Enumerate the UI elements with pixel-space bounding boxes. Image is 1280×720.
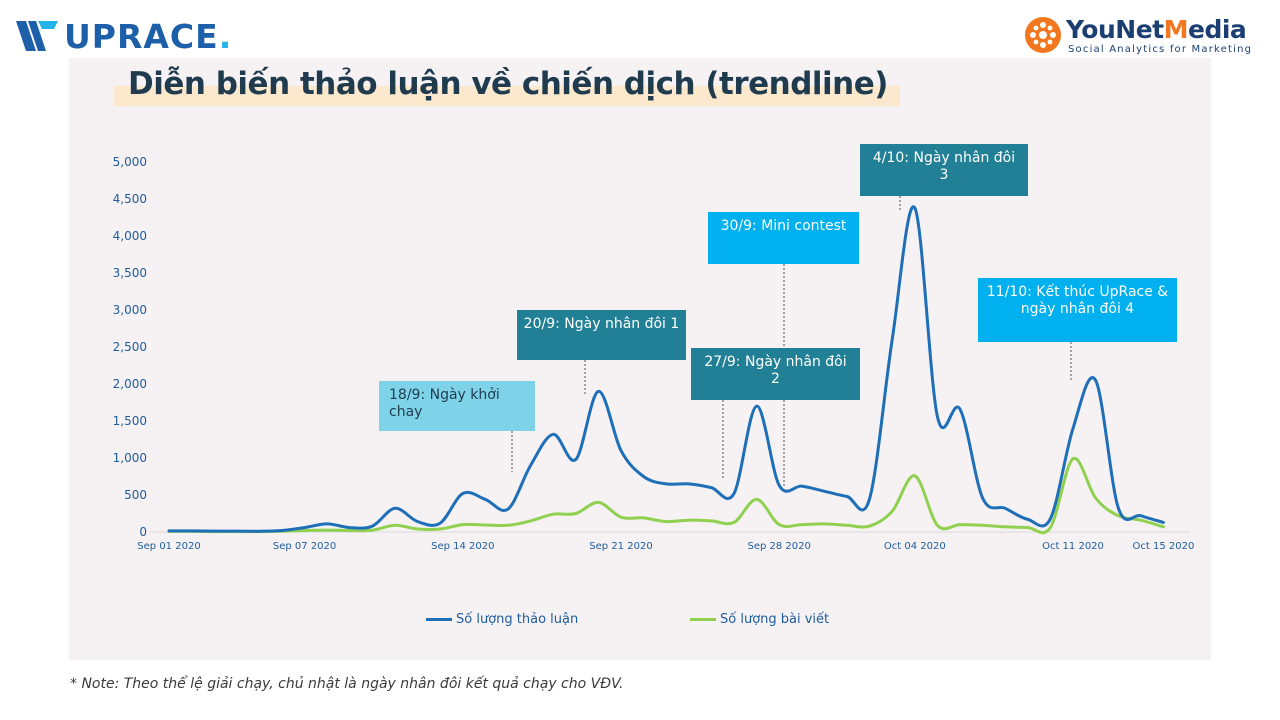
uprace-logo-word: UPRACE xyxy=(64,16,219,56)
y-tick-label: 5,000 xyxy=(113,155,147,169)
younet-media-logo: YouNetMedia Social Analytics for Marketi… xyxy=(1024,16,1252,58)
callout-box: 27/9: Ngày nhân đôi 2 xyxy=(691,348,860,400)
y-tick-label: 2,500 xyxy=(113,340,147,354)
younet-brand-accent: M xyxy=(1163,15,1189,44)
younet-tagline: Social Analytics for Marketing xyxy=(1068,44,1253,55)
x-tick-label: Sep 28 2020 xyxy=(748,541,811,552)
callout-text: 11/10: Kết thúc UpRace & xyxy=(986,284,1169,300)
y-tick-label: 3,500 xyxy=(113,266,147,280)
uprace-logo-text: UPRACE. xyxy=(64,17,232,56)
x-tick-label: Oct 04 2020 xyxy=(884,541,946,552)
y-tick-label: 1,000 xyxy=(113,451,147,465)
legend-label-discussion: Số lượng thảo luận xyxy=(456,612,579,627)
x-tick-label: Sep 01 2020 xyxy=(137,541,200,552)
callout-text-line2: chay xyxy=(389,404,423,420)
callout-text: 18/9: Ngày khởi xyxy=(389,387,500,403)
uprace-logo: UPRACE. xyxy=(14,16,232,56)
y-tick-label: 500 xyxy=(124,488,147,502)
y-tick-label: 2,000 xyxy=(113,377,147,391)
y-tick-label: 4,500 xyxy=(113,192,147,206)
x-tick-label: Sep 07 2020 xyxy=(273,541,336,552)
callout-text-line2: 3 xyxy=(939,167,949,183)
callout-text: 20/9: Ngày nhân đôi 1 xyxy=(523,316,680,332)
callout-box: 4/10: Ngày nhân đôi 3 xyxy=(860,144,1028,196)
x-tick-label: Oct 11 2020 xyxy=(1042,541,1104,552)
callout-box: 30/9: Mini contest xyxy=(708,212,859,264)
legend-item-posts: Số lượng bài viết xyxy=(690,612,829,627)
series-line-posts xyxy=(167,457,1165,535)
callout-box: 20/9: Ngày nhân đôi 1 xyxy=(517,310,686,360)
legend-item-discussion: Số lượng thảo luận xyxy=(426,612,578,627)
younet-brand-word: YouNet xyxy=(1066,15,1164,44)
x-tick-label: Sep 21 2020 xyxy=(589,541,652,552)
callout-text: 27/9: Ngày nhân đôi xyxy=(704,354,847,370)
legend-label-posts: Số lượng bài viết xyxy=(720,612,830,627)
callout-text-line2: 2 xyxy=(771,371,780,387)
x-tick-label: Sep 14 2020 xyxy=(431,541,494,552)
callout-box: 11/10: Kết thúc UpRace & ngày nhân đôi 4 xyxy=(978,278,1177,342)
y-tick-label: 4,000 xyxy=(113,229,147,243)
legend-swatch-posts xyxy=(690,618,716,621)
uprace-logo-dot: . xyxy=(218,16,233,56)
younet-brand-text: YouNetMedia xyxy=(1066,16,1252,44)
footnote: * Note: Theo thể lệ giải chạy, chủ nhật … xyxy=(70,676,624,692)
series-line-discussion xyxy=(167,205,1165,533)
y-tick-label: 3,000 xyxy=(113,303,147,317)
uprace-mark-icon xyxy=(16,21,58,51)
page-title: Diễn biến thảo luận về chiến dịch (trend… xyxy=(128,66,888,102)
legend-swatch-discussion xyxy=(426,618,452,621)
callout-text-line2: ngày nhân đôi 4 xyxy=(1020,301,1135,317)
y-tick-label: 0 xyxy=(139,525,147,539)
y-tick-label: 1,500 xyxy=(113,414,147,428)
title-highlight-band xyxy=(114,86,900,106)
x-tick-label: Oct 15 2020 xyxy=(1132,541,1194,552)
younet-flower-icon xyxy=(1025,17,1061,53)
younet-brand-media: edia xyxy=(1188,15,1247,44)
callout-box: 18/9: Ngày khởi chay xyxy=(379,381,535,431)
callout-text: 4/10: Ngày nhân đôi xyxy=(872,150,1016,166)
callout-text: 30/9: Mini contest xyxy=(720,218,847,234)
